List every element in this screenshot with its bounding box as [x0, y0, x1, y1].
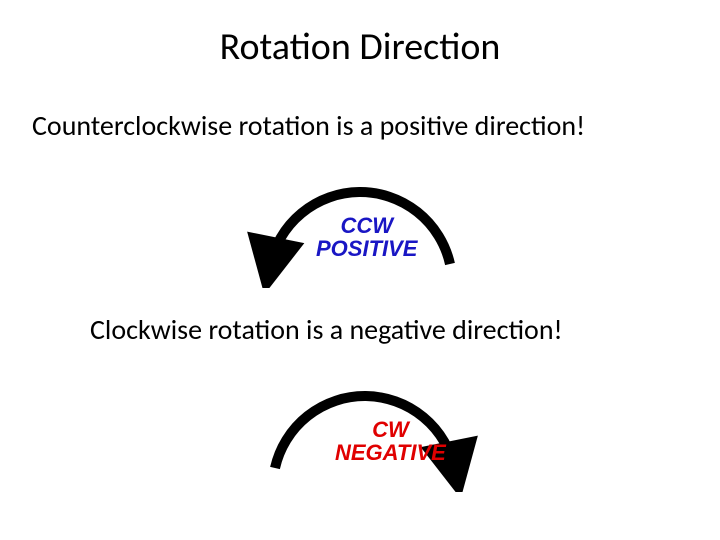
cw-label: CW NEGATIVE	[335, 418, 446, 464]
cw-diagram: CW NEGATIVE	[235, 362, 495, 492]
cw-statement: Clockwise rotation is a negative directi…	[90, 312, 563, 347]
ccw-label-line2: POSITIVE	[316, 237, 417, 260]
ccw-label: CCW POSITIVE	[316, 214, 417, 260]
cw-label-line2: NEGATIVE	[335, 441, 446, 464]
ccw-diagram: CCW POSITIVE	[230, 158, 490, 288]
slide-title: Rotation Direction	[0, 24, 720, 70]
ccw-statement: Counterclockwise rotation is a positive …	[32, 108, 585, 143]
slide: Rotation Direction Counterclockwise rota…	[0, 0, 720, 540]
ccw-label-line1: CCW	[316, 214, 417, 237]
cw-label-line1: CW	[335, 418, 446, 441]
